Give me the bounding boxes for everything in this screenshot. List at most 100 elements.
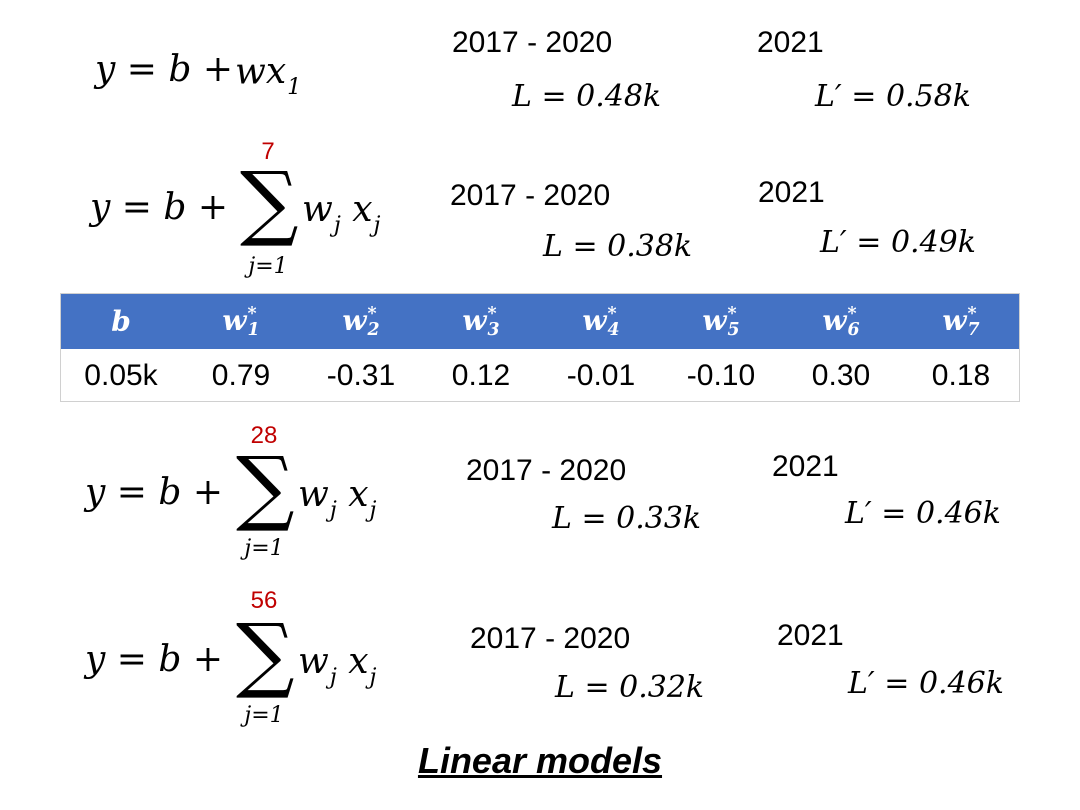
test-loss: L′ = 0.49k — [820, 225, 976, 260]
train-loss: L = 0.48k — [512, 79, 662, 114]
equation-lhs: y = b + — [90, 187, 229, 228]
superscript: * — [367, 304, 377, 325]
table-header: b w * 1 w * 2 w * 3 w * 4 w * 5 w * 6 w * 7 — [61, 294, 1019, 349]
table-cell: 0.05k — [84, 359, 158, 392]
test-loss: L′ = 0.46k — [848, 666, 1004, 701]
symbol: x — [348, 641, 369, 683]
subscript: 1 — [287, 73, 302, 100]
equation-term: wx 1 — [235, 51, 302, 98]
subscript: j — [369, 496, 377, 523]
sum-sign: ∑ — [236, 440, 295, 535]
subscript: j — [329, 663, 337, 690]
title-text: Linear models — [417, 740, 663, 781]
symbol: w — [462, 304, 487, 338]
header-cell: w * 1 — [181, 294, 301, 349]
symbol: w — [298, 641, 329, 683]
superscript: * — [247, 304, 257, 325]
scripts: 1 — [287, 52, 301, 97]
header-cell: w * 3 — [421, 294, 541, 349]
symbol: w — [702, 304, 727, 338]
symbol: w — [302, 189, 333, 231]
subscript: 2 — [367, 319, 380, 340]
subscript: 1 — [247, 319, 260, 340]
superscript: * — [967, 304, 977, 325]
subscript: 6 — [847, 319, 860, 340]
test-loss: L′ = 0.58k — [815, 79, 971, 114]
scripts: * 3 — [487, 304, 500, 340]
subscript: j — [329, 496, 337, 523]
symbol: b — [111, 305, 131, 338]
header-symbol: w * 1 — [222, 304, 259, 338]
subscript: 3 — [487, 319, 500, 340]
header-cell: b — [61, 294, 181, 349]
scripts: j — [330, 475, 337, 520]
scripts: * 7 — [967, 304, 980, 340]
symbol: w — [582, 304, 607, 338]
train-period: 2017 - 2020 — [466, 454, 627, 487]
sum-upper: 56 — [250, 587, 278, 614]
table-cell: -0.10 — [686, 359, 756, 392]
scripts: j — [370, 642, 377, 687]
test-period: 2021 — [757, 26, 824, 59]
test-period: 2021 — [758, 176, 825, 209]
header-symbol: w * 5 — [702, 304, 739, 338]
equation-lhs: y = b + — [85, 639, 224, 680]
subscript: 4 — [607, 319, 620, 340]
header-symbol: w * 3 — [462, 304, 499, 338]
superscript: * — [847, 304, 857, 325]
sum-lower: j=1 — [248, 254, 288, 279]
scripts: * 4 — [607, 304, 620, 340]
header-cell: w * 4 — [541, 294, 661, 349]
table-cell: 0.12 — [451, 359, 511, 392]
header-cell: w * 7 — [901, 294, 1021, 349]
train-loss: L = 0.32k — [555, 670, 705, 705]
scripts: j — [370, 475, 377, 520]
scripts: * 1 — [247, 304, 260, 340]
symbol: w — [942, 304, 967, 338]
superscript: * — [607, 304, 617, 325]
scripts: j — [334, 190, 341, 235]
scripts: * 6 — [847, 304, 860, 340]
header-cell: w * 5 — [661, 294, 781, 349]
scripts: j — [330, 642, 337, 687]
header-symbol: w * 6 — [822, 304, 859, 338]
subscript: 5 — [727, 319, 740, 340]
symbol: w — [235, 51, 266, 93]
train-period: 2017 - 2020 — [452, 26, 613, 59]
subscript: j — [333, 211, 341, 238]
test-period: 2021 — [777, 619, 844, 652]
superscript: * — [727, 304, 737, 325]
superscript: * — [487, 304, 497, 325]
train-period: 2017 - 2020 — [450, 179, 611, 212]
sum-lower: j=1 — [244, 536, 284, 561]
subscript: j — [373, 211, 381, 238]
header-cell: w * 6 — [781, 294, 901, 349]
test-loss: L′ = 0.46k — [845, 496, 1001, 531]
table-cell: -0.31 — [326, 359, 396, 392]
symbol: x — [265, 51, 287, 93]
subscript: j — [369, 663, 377, 690]
scripts: * 5 — [727, 304, 740, 340]
symbol: w — [822, 304, 847, 338]
train-loss: L = 0.38k — [543, 229, 693, 264]
header-symbol: w * 4 — [582, 304, 619, 338]
table-cell: 0.18 — [931, 359, 991, 392]
train-period: 2017 - 2020 — [470, 622, 631, 655]
sum-upper: 28 — [250, 422, 278, 449]
weights-table: b w * 1 w * 2 w * 3 w * 4 w * 5 w * 6 w * 7 0.05k 0.79 -0.31 0.1… — [60, 293, 1020, 402]
sum-sign: ∑ — [240, 155, 299, 250]
header-cell: w * 2 — [301, 294, 421, 349]
train-loss: L = 0.33k — [552, 501, 702, 536]
sum-lower: j=1 — [244, 703, 284, 728]
symbol: w — [222, 304, 247, 338]
scripts: j — [374, 190, 381, 235]
subscript: 7 — [967, 319, 980, 340]
